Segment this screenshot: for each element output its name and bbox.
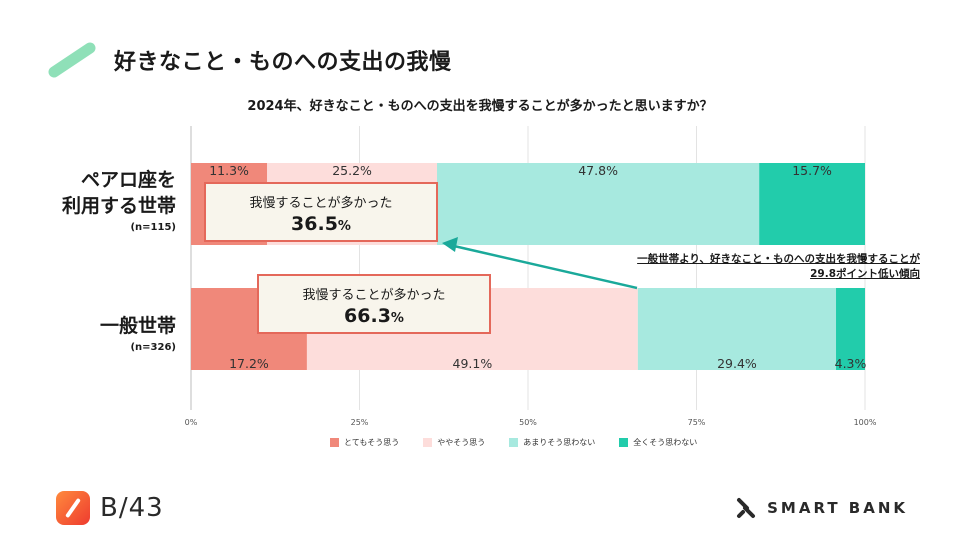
b43-logo: B/43	[56, 491, 164, 525]
b43-wordmark: B/43	[100, 493, 164, 523]
legend-item: あまりそう思わない	[509, 437, 595, 448]
category-name-line2: 利用する世帯	[61, 195, 176, 217]
category-label-pair-account: ペアロ座を 利用する世帯 (n=115)	[62, 167, 176, 235]
legend-item: ややそう思う	[423, 437, 485, 448]
sample-size: (n=115)	[130, 222, 176, 233]
legend-swatch	[423, 438, 433, 447]
legend-label: あまりそう思わない	[523, 438, 596, 447]
smartbank-mark-icon	[737, 498, 756, 518]
data-label: 47.8%	[578, 163, 618, 178]
b43-app-icon	[56, 491, 90, 525]
title-accent-icon	[48, 42, 96, 78]
sample-size: (n=326)	[130, 342, 176, 353]
x-tick-label: 25%	[351, 418, 369, 427]
category-name-line1: ペアロ座を	[80, 169, 176, 191]
data-label: 11.3%	[209, 163, 249, 178]
x-tick-label: 50%	[519, 418, 537, 427]
category-name-line1: 一般世帯	[99, 315, 176, 337]
legend-swatch	[330, 438, 339, 447]
data-label: 29.4%	[717, 356, 757, 371]
legend-item: 全くそう思わない	[619, 437, 697, 448]
arrow-head-icon	[442, 237, 458, 252]
data-label: 4.3%	[835, 356, 867, 371]
smartbank-logo: SMART BANK	[735, 496, 908, 520]
data-label: 15.7%	[792, 163, 832, 178]
note-line1: 一般世帯より、好きなこと・ものへの支出を我慢することが	[637, 253, 920, 265]
callout-unit: %	[337, 219, 351, 234]
callout-value: 36.5%	[206, 213, 436, 235]
callout-text: 我慢することが多かった	[302, 288, 446, 303]
data-label: 49.1%	[453, 356, 493, 371]
smartbank-wordmark: SMART BANK	[767, 499, 908, 517]
slide-title: 好きなこと・ものへの支出の我慢	[114, 50, 452, 75]
callout-value: 66.3%	[259, 305, 489, 327]
note-line2: 29.8ポイント低い傾向	[810, 268, 920, 280]
survey-question: 2024年、好きなこと・ものへの支出を我慢することが多かったと思いますか？	[247, 99, 713, 114]
bar-segment	[759, 163, 865, 245]
comparison-arrow-line	[453, 244, 638, 290]
legend: とてもそう思う ややそう思う あまりそう思わない 全くそう思わない	[330, 437, 697, 448]
data-label: 25.2%	[332, 163, 372, 178]
bar-segment	[637, 288, 837, 370]
bar-segment	[437, 163, 760, 245]
legend-item: とてもそう思う	[330, 437, 399, 448]
legend-label: とてもそう思う	[344, 438, 400, 447]
callout-number: 36.5	[291, 213, 338, 235]
x-tick-label: 100%	[854, 418, 877, 427]
legend-swatch	[509, 438, 519, 447]
legend-swatch	[619, 438, 629, 447]
category-label-general: 一般世帯 (n=326)	[100, 313, 176, 355]
legend-label: ややそう思う	[437, 438, 486, 447]
data-label: 17.2%	[229, 356, 269, 371]
callout-text: 我慢することが多かった	[249, 196, 393, 211]
callout-unit: %	[390, 311, 404, 326]
comparison-note: 一般世帯より、好きなこと・ものへの支出を我慢することが 29.8ポイント低い傾向	[637, 252, 920, 282]
bar-segment	[836, 288, 865, 370]
legend-label: 全くそう思わない	[633, 438, 698, 447]
x-tick-label: 75%	[688, 418, 706, 427]
callout-pair-account: 我慢することが多かった 36.5%	[204, 182, 438, 242]
callout-number: 66.3	[344, 305, 391, 327]
callout-general: 我慢することが多かった 66.3%	[257, 274, 491, 334]
x-tick-label: 0%	[185, 418, 198, 427]
